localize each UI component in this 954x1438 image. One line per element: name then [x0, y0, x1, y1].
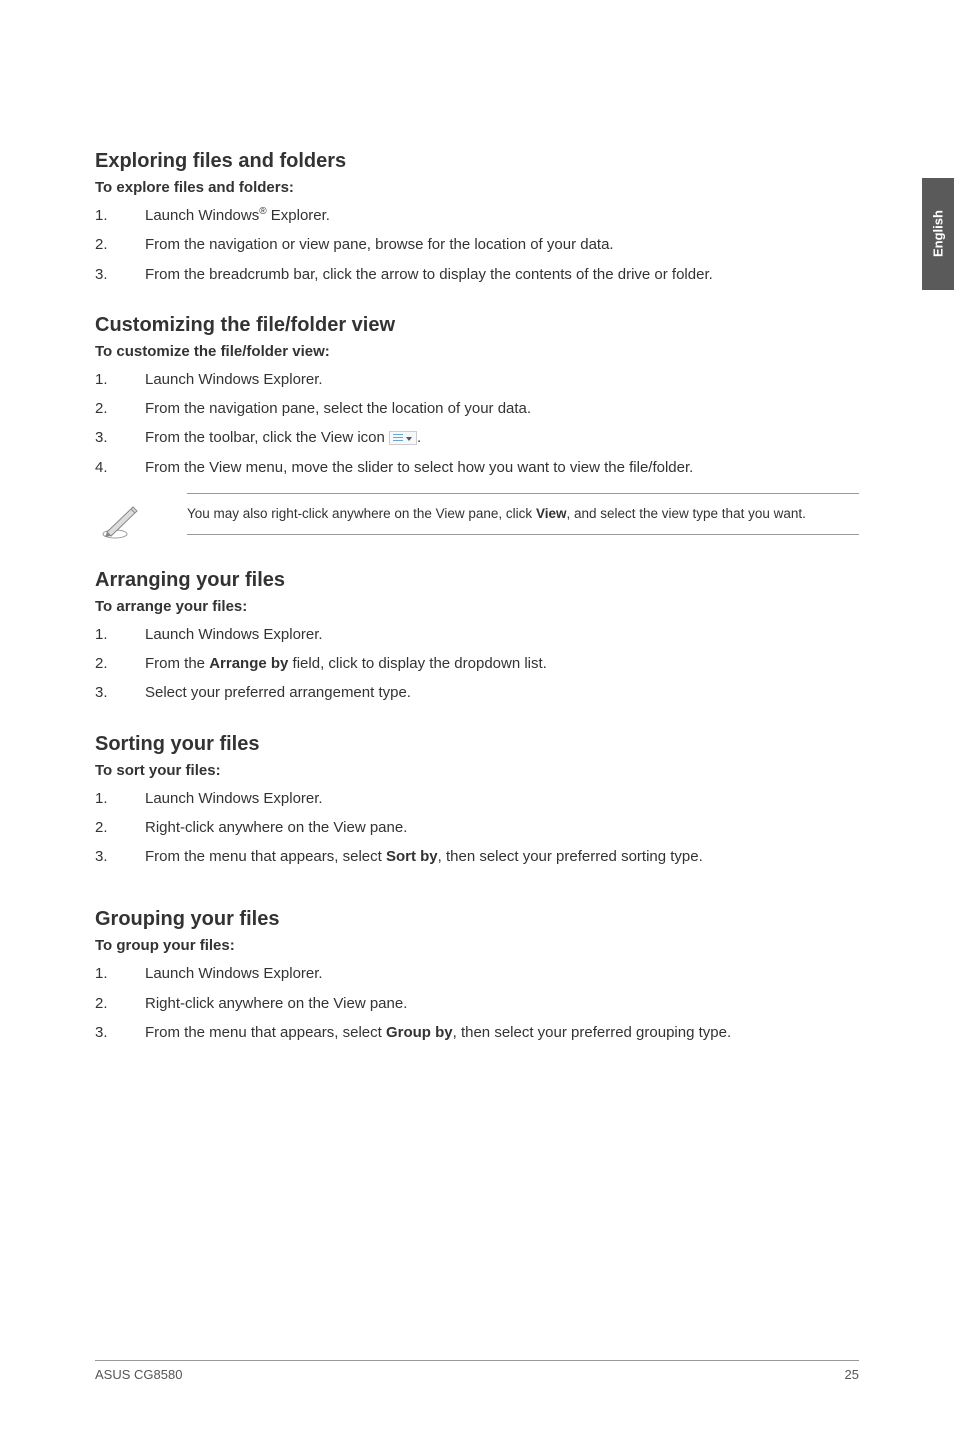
step-text: Launch Windows Explorer.	[145, 962, 859, 985]
step-num: 3.	[95, 263, 145, 286]
step-num: 2.	[95, 992, 145, 1015]
step-num: 1.	[95, 623, 145, 646]
steps-exploring: 1.Launch Windows® Explorer. 2.From the n…	[95, 204, 859, 286]
page-content: Exploring files and folders To explore f…	[0, 0, 954, 1044]
step-text: Launch Windows Explorer.	[145, 623, 859, 646]
step-num: 2.	[95, 397, 145, 420]
subtitle-exploring: To explore files and folders:	[95, 179, 859, 196]
step-num: 1.	[95, 962, 145, 985]
step-text: From the menu that appears, select Group…	[145, 1021, 859, 1044]
note-text: You may also right-click anywhere on the…	[187, 493, 859, 535]
step-text: From the View menu, move the slider to s…	[145, 456, 859, 479]
steps-grouping: 1.Launch Windows Explorer. 2.Right-click…	[95, 962, 859, 1044]
steps-arranging: 1.Launch Windows Explorer. 2.From the Ar…	[95, 623, 859, 705]
side-tab-english: English	[922, 178, 954, 290]
step-num: 2.	[95, 233, 145, 256]
step-num: 3.	[95, 1021, 145, 1044]
step-text: From the menu that appears, select Sort …	[145, 845, 859, 868]
step-text: From the breadcrumb bar, click the arrow…	[145, 263, 859, 286]
page-footer: ASUS CG8580 25	[95, 1360, 859, 1382]
step-num: 3.	[95, 845, 145, 868]
step-num: 1.	[95, 368, 145, 391]
step-num: 3.	[95, 681, 145, 704]
step-text: Right-click anywhere on the View pane.	[145, 992, 859, 1015]
steps-sorting: 1.Launch Windows Explorer. 2.Right-click…	[95, 787, 859, 869]
heading-arranging: Arranging your files	[95, 569, 859, 592]
step-num: 2.	[95, 816, 145, 839]
subtitle-sorting: To sort your files:	[95, 762, 859, 779]
heading-exploring: Exploring files and folders	[95, 150, 859, 173]
subtitle-arranging: To arrange your files:	[95, 598, 859, 615]
subtitle-customizing: To customize the file/folder view:	[95, 343, 859, 360]
step-num: 4.	[95, 456, 145, 479]
step-num: 2.	[95, 652, 145, 675]
footer-page-number: 25	[845, 1367, 859, 1382]
step-text: From the navigation or view pane, browse…	[145, 233, 859, 256]
steps-customizing: 1.Launch Windows Explorer. 2.From the na…	[95, 368, 859, 479]
step-text: From the Arrange by field, click to disp…	[145, 652, 859, 675]
step-text: From the navigation pane, select the loc…	[145, 397, 859, 420]
step-num: 3.	[95, 426, 145, 449]
step-text: Select your preferred arrangement type.	[145, 681, 859, 704]
note-block: You may also right-click anywhere on the…	[95, 493, 859, 539]
step-text: Right-click anywhere on the View pane.	[145, 816, 859, 839]
view-icon	[389, 431, 417, 445]
step-text: From the toolbar, click the View icon .	[145, 426, 859, 449]
step-text: Launch Windows Explorer.	[145, 787, 859, 810]
footer-left: ASUS CG8580	[95, 1367, 182, 1382]
step-text: Launch Windows Explorer.	[145, 368, 859, 391]
pencil-icon	[101, 499, 141, 539]
heading-customizing: Customizing the file/folder view	[95, 314, 859, 337]
step-num: 1.	[95, 204, 145, 227]
heading-grouping: Grouping your files	[95, 908, 859, 931]
step-text: Launch Windows® Explorer.	[145, 204, 859, 227]
step-num: 1.	[95, 787, 145, 810]
subtitle-grouping: To group your files:	[95, 937, 859, 954]
heading-sorting: Sorting your files	[95, 733, 859, 756]
